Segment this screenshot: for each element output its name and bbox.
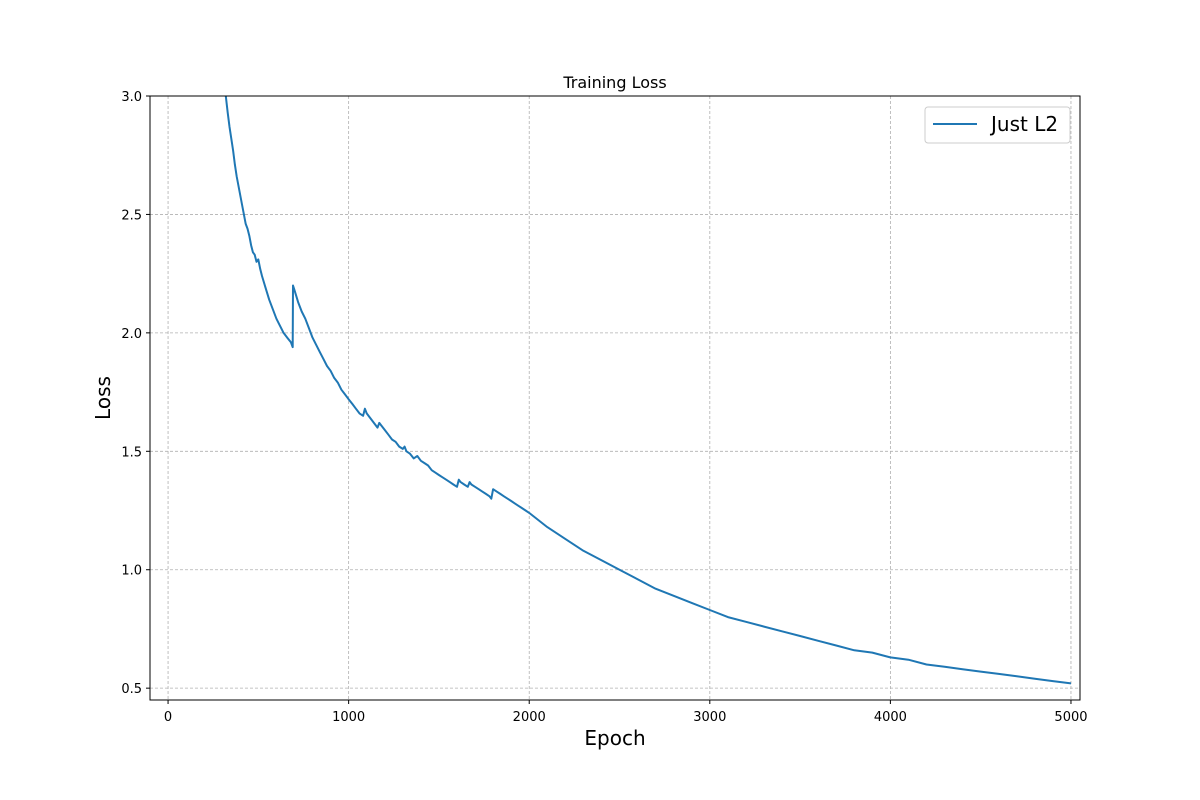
series-line: [224, 96, 1072, 685]
y-tick-label: 1.5: [121, 445, 142, 460]
axis-ticks: 0 1000 2000 3000 4000 5000 0.5 1.0 1.5 2.0 2.5 3.0: [121, 90, 1087, 725]
x-tick-label: 0: [164, 710, 172, 725]
x-tick-label: 4000: [874, 710, 907, 725]
y-tick-label: 2.0: [121, 327, 142, 342]
legend-label: Just L2: [989, 112, 1058, 136]
x-tick-label: 2000: [513, 710, 546, 725]
y-tick-label: 2.5: [121, 208, 142, 223]
legend: Just L2: [924, 106, 1071, 144]
y-tick-label: 3.0: [121, 90, 142, 105]
y-tick-label: 0.5: [121, 682, 142, 697]
legend-box: [924, 106, 1071, 144]
x-tick-label: 1000: [332, 710, 365, 725]
x-tick-label: 3000: [693, 710, 726, 725]
x-axis-title: Epoch: [584, 726, 645, 750]
chart-title: Training Loss: [562, 73, 666, 92]
plot-frame: [149, 95, 1081, 701]
y-axis-title: Loss: [91, 376, 115, 420]
x-tick-label: 5000: [1054, 710, 1087, 725]
series-layer: [224, 96, 1072, 685]
y-tick-label: 1.0: [121, 564, 142, 579]
